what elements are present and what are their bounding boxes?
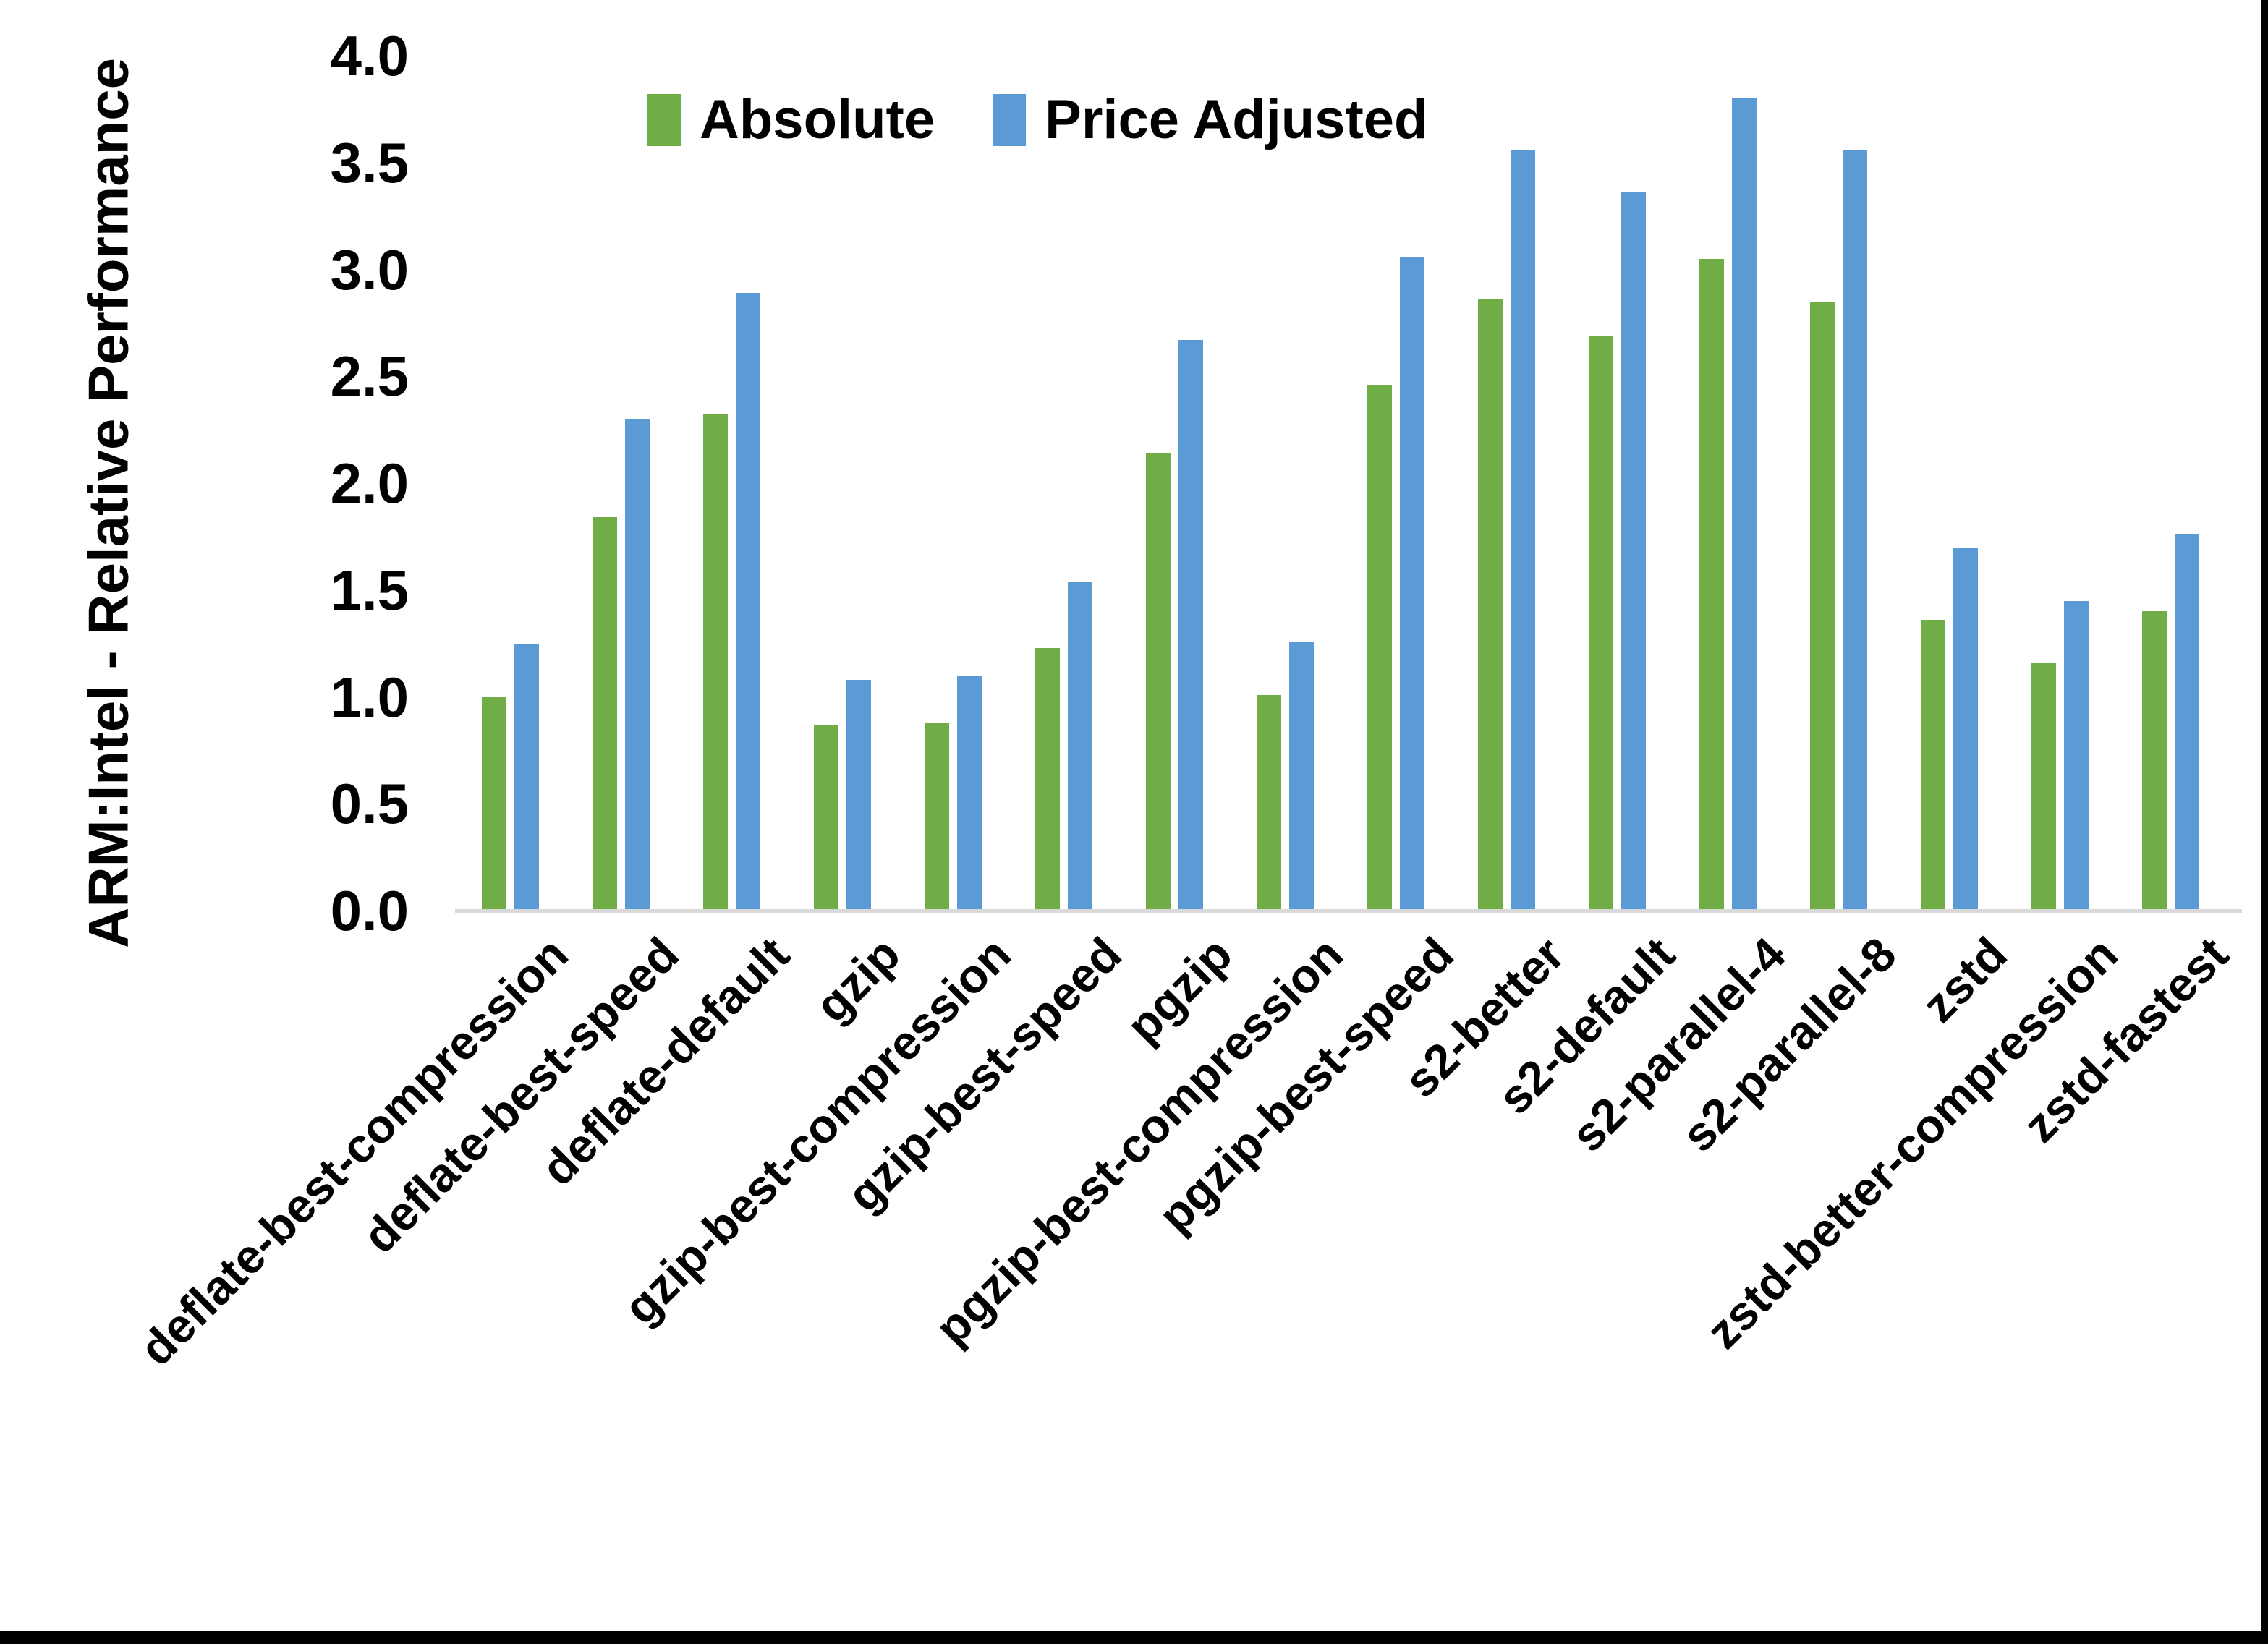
bar-group — [566, 56, 676, 911]
bar-group — [1341, 56, 1451, 911]
bar-absolute-s2-default — [1589, 336, 1613, 911]
bar-absolute-pgzip — [1146, 453, 1171, 911]
y-tick-label: 3.0 — [330, 237, 409, 302]
bar-group — [1894, 56, 2005, 911]
y-tick-label: 0.0 — [330, 879, 409, 942]
bar-absolute-gzip-best-compression — [925, 723, 949, 911]
bar-absolute-deflate-best-compression — [482, 697, 506, 911]
bar-groups — [455, 56, 2226, 911]
bar-price-adjusted-gzip-best-speed — [1068, 581, 1092, 911]
bar-price-adjusted-deflate-best-compression — [514, 643, 539, 911]
bar-absolute-s2-parallel-8 — [1810, 301, 1835, 911]
y-tick-label: 2.0 — [330, 451, 409, 515]
bar-group — [898, 56, 1008, 911]
legend-label: Price Adjusted — [1045, 89, 1428, 150]
bar-price-adjusted-deflate-default — [736, 293, 760, 911]
bar-price-adjusted-s2-parallel-8 — [1843, 150, 1867, 911]
y-tick-label: 3.5 — [330, 130, 409, 195]
y-tick-label: 2.5 — [330, 344, 409, 409]
bar-absolute-zstd-better-compression — [2031, 663, 2056, 911]
bar-absolute-deflate-default — [703, 414, 728, 911]
frame-bottom-border — [0, 1631, 2268, 1644]
legend-item-price-adjusted: Price Adjusted — [993, 88, 1427, 151]
legend: Absolute Price Adjusted — [647, 88, 1427, 151]
bar-price-adjusted-zstd — [1953, 547, 1978, 911]
y-tick-label: 0.5 — [330, 772, 409, 836]
y-axis-title: ARM:Intel - Relative Performance — [76, 58, 140, 948]
bar-price-adjusted-zstd-better-compression — [2064, 600, 2089, 911]
bar-group — [787, 56, 898, 911]
bar-absolute-gzip-best-speed — [1035, 647, 1060, 911]
legend-item-absolute: Absolute — [647, 88, 935, 151]
bar-absolute-zstd — [1921, 620, 1945, 911]
bar-absolute-deflate-best-speed — [593, 517, 617, 911]
y-tick-label: 4.0 — [330, 24, 409, 88]
bar-price-adjusted-zstd-fastest — [2175, 534, 2199, 911]
bar-price-adjusted-deflate-best-speed — [625, 419, 650, 911]
y-tick-label: 1.0 — [330, 665, 409, 729]
bar-group — [1451, 56, 1562, 911]
bar-group — [1008, 56, 1119, 911]
bar-group — [2115, 56, 2226, 911]
legend-swatch-icon — [993, 93, 1027, 146]
frame-right-border — [2261, 0, 2268, 1644]
bar-absolute-s2-parallel-4 — [1699, 258, 1724, 911]
x-axis-line — [455, 909, 2242, 913]
bar-group — [1119, 56, 1230, 911]
bar-group — [1783, 56, 1894, 911]
bar-group — [1230, 56, 1341, 911]
bar-group — [1562, 56, 1673, 911]
bar-price-adjusted-s2-parallel-4 — [1732, 98, 1757, 911]
bar-price-adjusted-s2-default — [1621, 192, 1646, 911]
bar-price-adjusted-pgzip-best-compression — [1289, 641, 1314, 911]
legend-swatch-icon — [647, 93, 681, 146]
bar-absolute-pgzip-best-compression — [1257, 694, 1281, 911]
bar-absolute-s2-better — [1478, 299, 1503, 911]
bar-group — [1673, 56, 1783, 911]
bar-absolute-gzip — [814, 724, 838, 911]
bar-price-adjusted-pgzip-best-speed — [1400, 256, 1424, 911]
bar-absolute-pgzip-best-speed — [1367, 385, 1392, 911]
bar-group — [676, 56, 787, 911]
bar-price-adjusted-s2-better — [1511, 150, 1535, 911]
y-tick-label: 1.5 — [330, 558, 409, 622]
legend-label: Absolute — [700, 89, 935, 150]
bar-group — [2005, 56, 2115, 911]
bar-price-adjusted-pgzip — [1178, 340, 1203, 911]
bar-group — [455, 56, 566, 911]
bar-price-adjusted-gzip — [846, 679, 871, 911]
bar-absolute-zstd-fastest — [2142, 611, 2167, 911]
x-tick-label: deflate-best-compression — [129, 927, 578, 1376]
plot-area — [455, 56, 2226, 911]
bar-price-adjusted-gzip-best-compression — [957, 675, 982, 911]
